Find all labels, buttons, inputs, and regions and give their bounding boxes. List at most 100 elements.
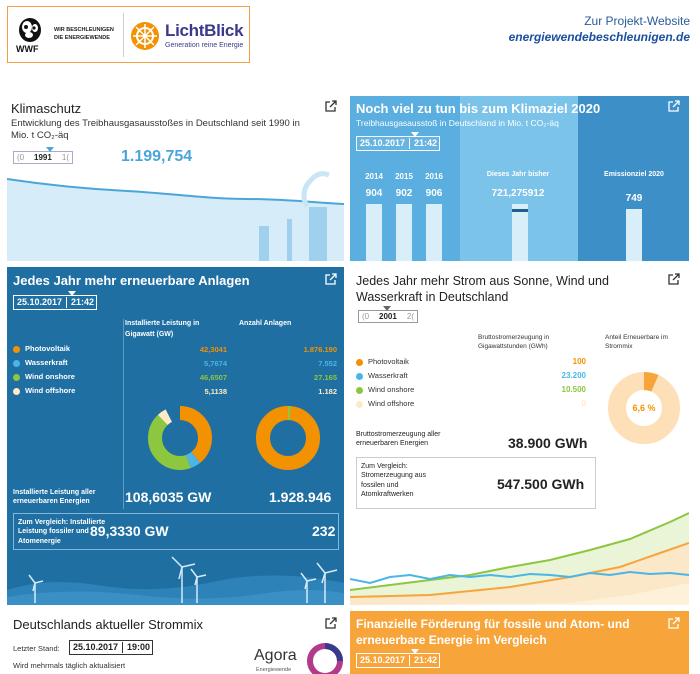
last-update-label: Letzter Stand: — [13, 644, 60, 653]
legend-row-wind-onshore: Wind onshore — [356, 384, 414, 396]
column-header-gwh: Bruttostromerzeugung in Gigawattstunden … — [478, 334, 550, 351]
project-website-link[interactable]: energiewendebeschleunigen.de — [508, 30, 690, 44]
agora-subline: Energiewende — [256, 667, 292, 673]
agora-logo-icon — [307, 643, 343, 674]
comparison-label: Zum Vergleich: Installierte Leistung fos… — [18, 519, 106, 545]
date-picker[interactable]: 25.10.2017 21:42 — [356, 649, 440, 668]
slider-handle-icon[interactable] — [383, 306, 391, 311]
this-year-value: 721,275912 — [491, 188, 545, 199]
picker-time: 21:42 — [414, 655, 438, 665]
industry-chimney — [259, 226, 269, 261]
partner-logos: WWF WIR BESCHLEUNIGEN DIE ENERGIEWENDE L… — [7, 6, 250, 63]
wind-offshore-gwh: 0 — [581, 399, 586, 408]
pv-dot-icon — [356, 358, 363, 366]
emission-value: 1.199,754 — [121, 148, 193, 165]
wind-onshore-dot-icon — [13, 373, 20, 381]
card-strommix[interactable]: Deutschlands aktueller Strommix Letzter … — [7, 611, 344, 674]
date-picker[interactable]: 25.10.2017 21:42 — [356, 132, 440, 151]
external-link-icon[interactable] — [325, 100, 337, 112]
capacity-donut-chart — [148, 406, 212, 470]
year-value: 906 — [425, 188, 443, 199]
picker-date: 25.10.2017 — [360, 655, 406, 665]
lichtblick-sun-icon — [130, 21, 160, 51]
external-link-icon[interactable] — [668, 617, 680, 629]
industry-chimney — [287, 219, 292, 261]
year-slider-next: 1( — [61, 153, 69, 162]
year-label: 2015 — [395, 172, 413, 181]
count-donut-chart — [256, 406, 320, 470]
target-bar — [626, 209, 642, 261]
external-link-icon[interactable] — [325, 273, 337, 285]
year-slider[interactable]: (0 2001 2( — [358, 306, 418, 323]
target-label: Emissionziel 2020 — [604, 171, 664, 178]
card-foerderung[interactable]: Finanzielle Förderung für fossile und At… — [350, 611, 689, 674]
wind-onshore-count: 27.165 — [314, 373, 337, 382]
year-label: 2016 — [425, 172, 443, 181]
slider-handle-icon[interactable] — [46, 147, 54, 152]
picker-time: 21:42 — [71, 297, 95, 307]
card-title: Noch viel zu tun bis zum Klimaziel 2020 — [356, 101, 601, 116]
picker-handle-icon[interactable] — [411, 132, 419, 137]
legend-row-pv: Photovoltaik — [13, 343, 70, 355]
total-label: Bruttostromerzeugung aller erneuerbaren … — [356, 431, 441, 448]
year-slider-prev: (0 — [362, 312, 370, 321]
year-label: 2014 — [365, 172, 383, 181]
generation-line-chart — [350, 512, 689, 605]
logo-divider — [123, 13, 124, 57]
total-label: Installierte Leistung aller erneuerbaren… — [13, 489, 96, 506]
picker-handle-icon[interactable] — [411, 649, 419, 654]
card-klimaziel[interactable]: Noch viel zu tun bis zum Klimaziel 2020 … — [350, 96, 689, 261]
wind-offshore-dot-icon — [13, 387, 20, 395]
date-picker[interactable]: 25.10.2017 21:42 — [13, 291, 97, 310]
pv-dot-icon — [13, 345, 20, 353]
picker-date: 25.10.2017 — [360, 138, 406, 148]
wind-onshore-dot-icon — [356, 386, 363, 394]
card-strom[interactable]: Jedes Jahr mehr Strom aus Sonne, Wind un… — [350, 267, 689, 605]
hydro-dot-icon — [356, 372, 363, 380]
lichtblick-name: LichtBlick — [165, 21, 244, 40]
card-title: Klimaschutz — [11, 101, 82, 116]
column-header-gw: Installierte Leistung in Gigawatt (GW) — [125, 320, 200, 338]
comparison-value: 547.500 GWh — [497, 476, 585, 492]
picker-handle-icon[interactable] — [68, 291, 76, 296]
column-header-share: Anteil Erneuerbare im Strommix — [605, 334, 668, 351]
project-website-label: Zur Projekt-Website — [584, 14, 690, 28]
legend-row-wind-onshore: Wind onshore — [13, 371, 75, 383]
year-slider[interactable]: (0 1991 1( — [13, 147, 73, 164]
legend-row-hydro: Wasserkraft — [13, 357, 68, 369]
external-link-icon[interactable] — [668, 273, 680, 285]
pv-gwh: 100 — [572, 357, 586, 366]
wind-offshore-dot-icon — [356, 400, 363, 408]
total-count: 1.928.946 — [269, 489, 332, 505]
wwf-wordmark: WWF — [16, 44, 39, 54]
wind-farm-illustration — [7, 556, 344, 605]
update-note: Wird mehrmals täglich aktualisiert — [13, 661, 126, 670]
wind-offshore-count: 1.182 — [318, 387, 337, 396]
total-gwh: 38.900 GWh — [508, 435, 588, 451]
card-anlagen[interactable]: Jedes Jahr mehr erneuerbare Anlagen 25.1… — [7, 267, 344, 605]
hydro-count: 7.552 — [318, 359, 337, 368]
hydro-gw: 5,7674 — [204, 359, 227, 368]
year-slider-value: 1991 — [34, 153, 52, 162]
picker-date: 25.10.2017 — [73, 642, 119, 652]
hydro-gwh: 23.200 — [561, 371, 586, 380]
comparison-box: Zum Vergleich: Stromerzeugung aus fossil… — [356, 457, 596, 509]
year-bar — [366, 204, 382, 261]
card-klimaschutz[interactable]: Klimaschutz Entwicklung des Treibhausgas… — [7, 96, 344, 261]
target-marker — [512, 209, 528, 212]
column-header-count: Anzahl Anlagen — [239, 320, 292, 327]
year-slider-next: 2( — [406, 312, 414, 321]
card-title: Jedes Jahr mehr Strom aus Sonne, Wind un… — [356, 274, 609, 305]
year-value: 904 — [365, 188, 383, 199]
year-slider-value: 2001 — [379, 312, 397, 321]
external-link-icon[interactable] — [325, 617, 337, 629]
date-picker[interactable]: 25.10.2017 19:00 — [69, 640, 153, 655]
wind-onshore-gw: 46,6507 — [199, 373, 227, 382]
comparison-gw: 89,3330 GW — [90, 523, 169, 539]
comparison-label: Zum Vergleich: Stromerzeugung aus fossil… — [361, 463, 426, 499]
target-value: 749 — [625, 193, 643, 204]
year-bar — [396, 204, 412, 261]
wwf-panda-logo: WWF — [14, 15, 46, 55]
legend-row-wind-offshore: Wind offshore — [356, 398, 414, 410]
external-link-icon[interactable] — [668, 100, 680, 112]
